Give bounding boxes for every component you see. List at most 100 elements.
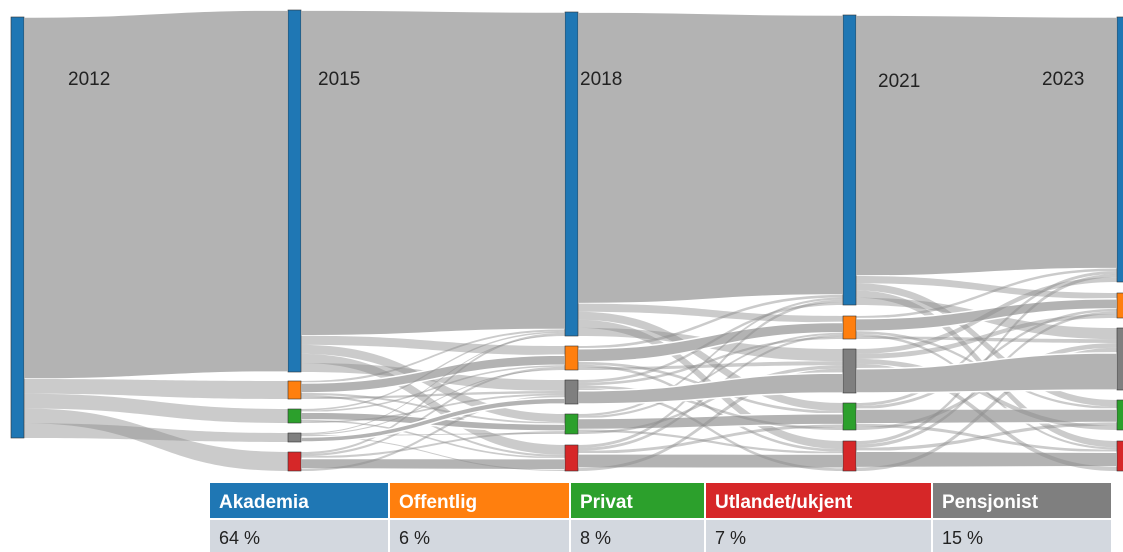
node [842, 402, 857, 431]
legend-value-cell [571, 520, 704, 552]
flow [301, 393, 565, 423]
year-labels: 2012 2015 2018 2021 2023 [68, 69, 1084, 92]
flow [578, 302, 843, 383]
legend-header: Akademia [219, 492, 309, 513]
flow [856, 271, 1117, 407]
flow [578, 303, 843, 323]
flow [578, 364, 843, 452]
flow [578, 336, 843, 386]
node [842, 348, 857, 394]
flow [301, 419, 565, 459]
flows [23, 9, 1118, 471]
flow [301, 335, 565, 435]
legend-header: Offentlig [399, 492, 477, 513]
legend-header-cell [706, 483, 931, 518]
node [564, 444, 579, 472]
node [842, 315, 857, 340]
legend-value: 6 % [399, 528, 430, 548]
flow [301, 332, 565, 455]
flow [856, 423, 1117, 453]
flow [578, 294, 843, 349]
node [564, 413, 579, 435]
flow [578, 368, 843, 471]
year-label: 2012 [68, 69, 110, 90]
flow [856, 268, 1117, 319]
legend-value: 7 % [715, 528, 746, 548]
legend-header-cell [390, 483, 569, 518]
flow [856, 283, 1117, 407]
flow [856, 308, 1117, 410]
node [10, 16, 25, 439]
legend-header-cell [210, 483, 388, 518]
flow [855, 14, 1118, 277]
year-label: 2015 [318, 69, 360, 90]
node [1116, 440, 1123, 472]
flow [301, 331, 565, 411]
flow [301, 436, 565, 471]
flow [24, 423, 288, 442]
legend-header-cell [933, 483, 1111, 518]
legend-header: Utlandet/ukjent [715, 492, 853, 513]
flow [577, 11, 844, 305]
flow [301, 368, 565, 436]
node [287, 408, 302, 424]
flow [856, 336, 1117, 344]
flow [23, 9, 289, 380]
node [287, 451, 302, 472]
node [287, 9, 302, 373]
legend-header: Privat [580, 492, 633, 513]
year-label: 2021 [878, 71, 920, 92]
flow [300, 9, 566, 337]
legend-value-cell [706, 520, 931, 552]
legend-value-cell [210, 520, 388, 552]
flow [856, 347, 1117, 471]
year-label: 2018 [580, 69, 622, 90]
flow [856, 422, 1117, 452]
legend-header: Pensjonist [942, 492, 1039, 513]
node [1116, 399, 1123, 431]
node [287, 380, 302, 400]
node [842, 440, 857, 472]
node [1116, 327, 1123, 391]
flow [578, 332, 843, 419]
node [1116, 292, 1123, 319]
flow [578, 365, 843, 434]
flow [24, 379, 288, 399]
legend-header-cell [571, 483, 704, 518]
flow [578, 311, 843, 411]
flow [301, 366, 565, 457]
node [564, 11, 579, 337]
flow [578, 299, 843, 448]
flow [301, 395, 565, 471]
flow [301, 344, 565, 423]
node [1116, 16, 1123, 283]
node [842, 14, 857, 306]
legend-value: 64 % [219, 528, 260, 548]
node [564, 379, 579, 405]
flow [578, 361, 843, 370]
flow [24, 393, 288, 423]
flow [578, 385, 843, 430]
flow [301, 431, 565, 459]
flow [301, 392, 565, 425]
nodes [10, 9, 1123, 472]
flow [301, 353, 565, 455]
flow [578, 388, 843, 471]
flow [301, 335, 565, 356]
flow [578, 429, 843, 455]
flow [856, 273, 1117, 445]
flow [578, 297, 843, 417]
flow [301, 329, 565, 384]
flow [301, 365, 565, 413]
flow [856, 277, 1117, 354]
node [287, 432, 302, 443]
flow [24, 408, 288, 471]
flow [856, 363, 1117, 471]
year-label: 2023 [1042, 69, 1084, 90]
legend-table: Akademia 64 % Offentlig 6 % Privat 8 % Utlande… [210, 483, 1111, 552]
flow [301, 391, 565, 399]
flow [856, 314, 1117, 359]
flow [856, 276, 1117, 299]
legend-value-cell [390, 520, 569, 552]
